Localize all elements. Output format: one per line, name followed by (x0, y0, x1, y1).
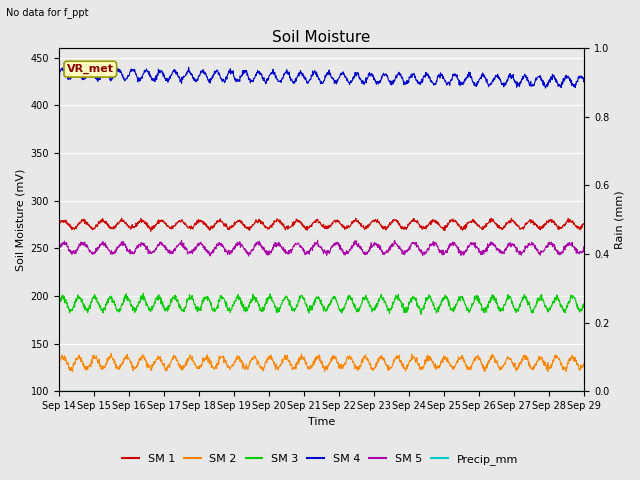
X-axis label: Time: Time (308, 417, 335, 427)
Y-axis label: Rain (mm): Rain (mm) (615, 191, 625, 249)
Text: No data for f_ppt: No data for f_ppt (6, 7, 89, 18)
Legend: SM 1, SM 2, SM 3, SM 4, SM 5, Precip_mm: SM 1, SM 2, SM 3, SM 4, SM 5, Precip_mm (118, 450, 522, 469)
Text: VR_met: VR_met (67, 64, 114, 74)
Y-axis label: Soil Moisture (mV): Soil Moisture (mV) (15, 168, 25, 271)
Title: Soil Moisture: Soil Moisture (273, 30, 371, 46)
